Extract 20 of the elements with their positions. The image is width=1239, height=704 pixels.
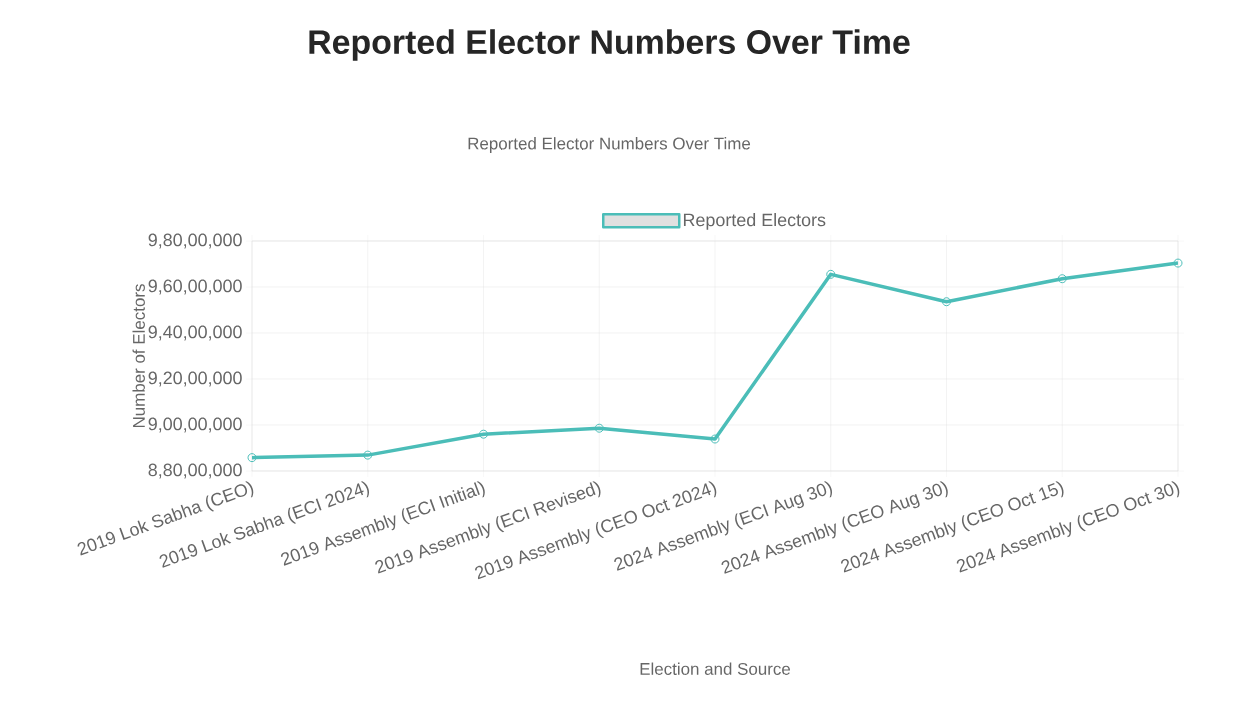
- y-tick-label: 9,00,00,000: [148, 417, 242, 433]
- point: [710, 434, 720, 444]
- y-tick-label: 9,40,00,000: [148, 325, 242, 341]
- point: [1057, 274, 1067, 284]
- point: [479, 429, 489, 439]
- y-tick-label: 9,80,00,000: [148, 233, 242, 249]
- point: [942, 297, 952, 307]
- x-axis-title: Election and Source: [640, 662, 791, 675]
- chart-subtitle: Reported Elector Numbers Over Time: [468, 137, 751, 153]
- point: [1173, 258, 1183, 268]
- y-tick-label: 9,20,00,000: [148, 371, 242, 387]
- point: [826, 269, 836, 279]
- chart-title: Reported Elector Numbers Over Time: [309, 29, 910, 61]
- y-tick-label: 9,60,00,000: [148, 279, 242, 295]
- point: [594, 423, 604, 433]
- legend-label: Reported Electors: [683, 213, 826, 230]
- y-tick-label: 8,80,00,000: [148, 463, 242, 479]
- point: [363, 450, 373, 460]
- y-axis-title: Number of Electors: [132, 284, 145, 428]
- point: [247, 453, 257, 463]
